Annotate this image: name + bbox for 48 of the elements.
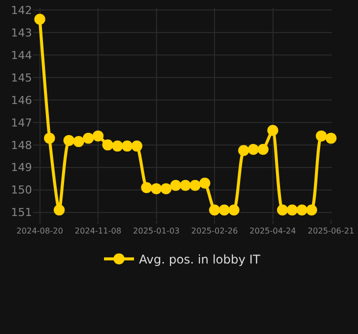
y-tick-label: 145 [11, 71, 32, 84]
point [82, 132, 94, 144]
point [34, 14, 46, 25]
point [238, 145, 250, 156]
y-tick-label: 148 [11, 138, 32, 152]
point [160, 183, 172, 194]
point [199, 178, 210, 189]
x-tick-label: 2024-11-08 [74, 226, 122, 236]
y-tick-label: 151 [11, 206, 32, 220]
point [209, 204, 220, 216]
point [248, 144, 259, 155]
y-tick-label: 142 [11, 4, 32, 18]
point [218, 204, 230, 216]
point [228, 204, 240, 216]
point [112, 140, 123, 152]
point [326, 132, 337, 144]
point [258, 144, 269, 155]
point [296, 204, 308, 216]
x-tick-label: 2025-02-26 [191, 226, 238, 236]
point [92, 130, 104, 142]
point [316, 130, 327, 142]
x-tick-label: 2024-08-20 [16, 226, 64, 236]
y-tick-label: 144 [11, 48, 32, 62]
point [170, 180, 182, 191]
point [54, 204, 65, 216]
y-tick-label: 147 [11, 116, 32, 130]
point [131, 140, 142, 152]
y-tick-label: 150 [11, 184, 32, 197]
legend-label: Avg. pos. in lobby IT [139, 252, 261, 266]
x-tick-label: 2025-06-21 [308, 226, 354, 236]
y-tick-label: 149 [11, 161, 32, 174]
point [122, 140, 133, 152]
y-tick-label: 146 [11, 94, 32, 107]
point [286, 204, 298, 216]
point [267, 124, 278, 136]
point [190, 180, 201, 191]
x-tick-label: 2025-01-03 [133, 226, 180, 236]
y-tick-label: 143 [11, 26, 32, 40]
point [44, 132, 55, 144]
point [306, 204, 318, 216]
point [141, 182, 152, 194]
point [63, 134, 74, 146]
point [276, 204, 288, 216]
point [150, 183, 162, 194]
point [180, 180, 191, 191]
x-tick-label: 2025-04-24 [250, 226, 296, 236]
point [73, 136, 84, 148]
point [102, 139, 114, 150]
